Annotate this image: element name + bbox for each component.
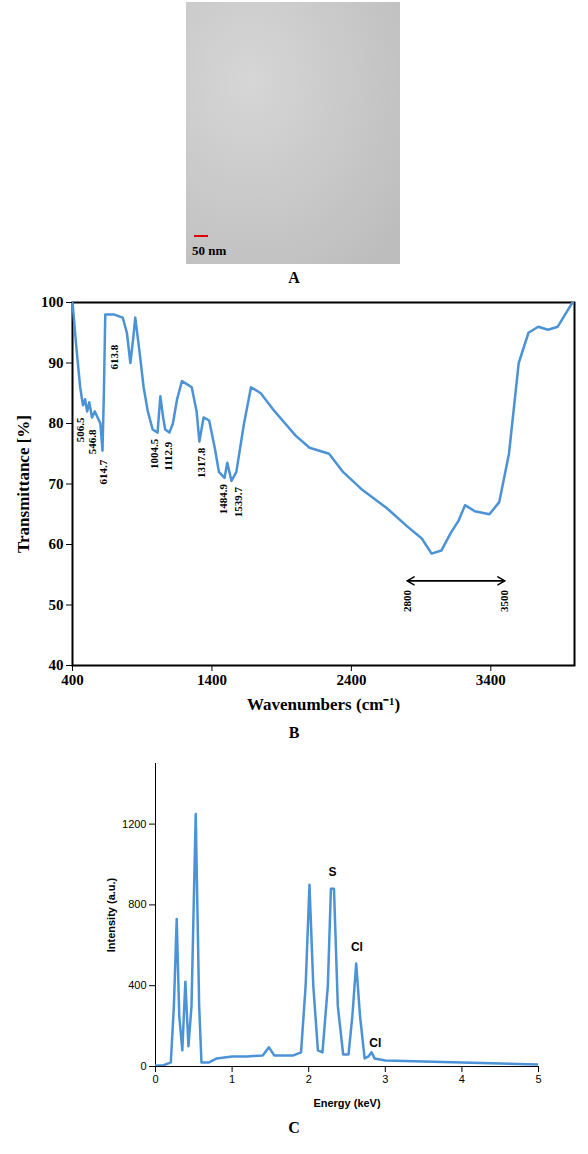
svg-text:3: 3	[382, 1073, 388, 1085]
svg-text:1539.7: 1539.7	[232, 487, 244, 518]
svg-text:1484.9: 1484.9	[217, 484, 229, 515]
svg-text:506.5: 506.5	[74, 417, 87, 443]
svg-text:90: 90	[49, 355, 64, 371]
svg-text:4: 4	[459, 1073, 465, 1085]
svg-text:1112.9: 1112.9	[162, 441, 174, 471]
html-text:C: C	[288, 1119, 300, 1136]
svg-text:546.8: 546.8	[86, 429, 98, 454]
svg-text:Transmittance [%]: Transmittance [%]	[14, 415, 33, 553]
svg-text:70: 70	[49, 476, 64, 492]
svg-text:5: 5	[535, 1073, 541, 1085]
svg-text:60: 60	[49, 536, 64, 552]
svg-text:400: 400	[61, 672, 84, 688]
svg-text:Energy (keV): Energy (keV)	[313, 1097, 381, 1109]
svg-text:100: 100	[41, 294, 64, 310]
html-text:B: B	[288, 724, 300, 741]
svg-text:1004.5: 1004.5	[148, 438, 160, 469]
svg-text:1200: 1200	[122, 818, 146, 830]
svg-text:1317.8: 1317.8	[195, 447, 207, 478]
svg-text:800: 800	[128, 898, 146, 910]
svg-text:1400: 1400	[197, 672, 227, 688]
svg-text:2800: 2800	[401, 589, 413, 612]
html-text:A: A	[288, 269, 300, 286]
svg-text:3500: 3500	[498, 589, 510, 612]
svg-text:40: 40	[49, 657, 64, 673]
svg-text:0: 0	[152, 1073, 158, 1085]
svg-text:Cl: Cl	[351, 940, 363, 954]
svg-text:Intensity (a.u.): Intensity (a.u.)	[105, 877, 117, 952]
svg-text:50: 50	[49, 597, 64, 613]
svg-text:2400: 2400	[336, 672, 366, 688]
svg-text:613.8: 613.8	[108, 344, 120, 369]
svg-text:1: 1	[229, 1073, 235, 1085]
svg-text:50 nm: 50 nm	[192, 243, 226, 258]
svg-text:Wavenumbers (cm⁻¹): Wavenumbers (cm⁻¹)	[247, 695, 400, 714]
svg-text:80: 80	[49, 415, 64, 431]
svg-text:3400: 3400	[476, 672, 506, 688]
svg-text:S: S	[328, 865, 336, 879]
svg-text:614.7: 614.7	[97, 459, 109, 484]
svg-text:400: 400	[128, 979, 146, 991]
svg-text:Cl: Cl	[369, 1036, 381, 1050]
svg-text:0: 0	[140, 1060, 146, 1072]
svg-text:2: 2	[306, 1073, 312, 1085]
